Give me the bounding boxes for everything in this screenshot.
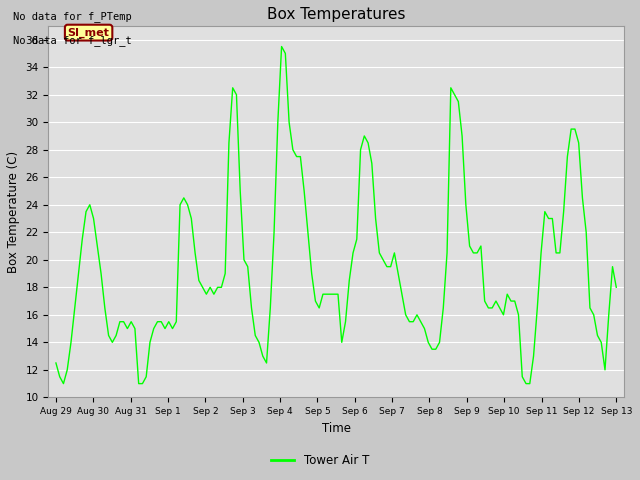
X-axis label: Time: Time: [322, 421, 351, 435]
Text: No data for f_PTemp: No data for f_PTemp: [13, 11, 132, 22]
Title: Box Temperatures: Box Temperatures: [267, 7, 405, 22]
Y-axis label: Box Temperature (C): Box Temperature (C): [7, 151, 20, 273]
Text: No data for f_lgr_t: No data for f_lgr_t: [13, 35, 132, 46]
Text: SI_met: SI_met: [68, 27, 109, 38]
Legend: Tower Air T: Tower Air T: [266, 449, 374, 472]
